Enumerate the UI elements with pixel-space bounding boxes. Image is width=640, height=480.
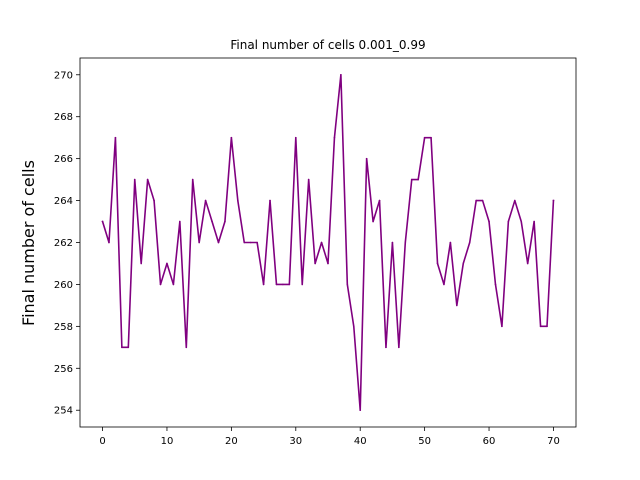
y-tick-label: 256 — [54, 364, 73, 375]
data-point — [533, 220, 535, 223]
data-point — [320, 241, 323, 244]
y-tick-label: 266 — [54, 154, 73, 165]
data-points — [101, 73, 555, 412]
data-point — [198, 241, 200, 244]
y-axis-ticks: 254 256 258 260 262 264 266 268 270 — [54, 70, 80, 417]
data-point — [359, 409, 362, 412]
data-point — [275, 283, 278, 286]
data-point — [443, 283, 445, 286]
data-point — [185, 346, 188, 349]
y-tick-label: 262 — [54, 238, 73, 249]
data-point — [224, 220, 226, 223]
data-point — [211, 220, 213, 223]
data-point — [501, 325, 503, 328]
data-point — [262, 283, 265, 286]
y-tick-label: 258 — [54, 322, 73, 333]
data-point — [385, 346, 387, 349]
data-point — [282, 283, 284, 286]
data-point — [456, 304, 458, 307]
data-point — [172, 283, 175, 286]
data-point — [436, 262, 439, 265]
data-point — [430, 136, 432, 139]
data-point — [520, 220, 523, 223]
data-point — [552, 199, 555, 202]
data-point — [481, 199, 484, 202]
data-point — [179, 220, 181, 223]
data-point — [159, 283, 162, 286]
data-point — [146, 178, 149, 181]
data-point — [307, 178, 310, 181]
data-point — [340, 73, 342, 76]
x-tick-label: 50 — [418, 436, 431, 447]
data-point — [314, 262, 316, 265]
data-point — [237, 199, 239, 202]
data-point — [391, 241, 394, 244]
data-point — [423, 136, 426, 139]
x-tick-label: 20 — [225, 436, 238, 447]
data-point — [191, 178, 194, 181]
data-point — [417, 178, 419, 181]
data-point — [288, 283, 291, 286]
y-tick-label: 268 — [54, 112, 73, 123]
data-point — [114, 136, 117, 139]
data-point — [204, 199, 207, 202]
y-axis-label: Final number of cells — [19, 160, 38, 326]
data-point — [352, 325, 355, 328]
data-point — [333, 136, 336, 139]
data-point — [398, 346, 400, 349]
data-point — [494, 283, 497, 286]
data-point — [378, 199, 381, 202]
data-point — [294, 136, 297, 139]
data-point — [133, 178, 136, 181]
data-point — [256, 241, 258, 244]
x-tick-label: 10 — [161, 436, 174, 447]
data-point — [539, 325, 542, 328]
data-point — [365, 157, 368, 160]
data-point — [153, 199, 155, 202]
data-point — [230, 136, 233, 139]
y-tick-label: 264 — [54, 196, 73, 207]
data-point — [166, 262, 168, 265]
x-tick-label: 70 — [547, 436, 560, 447]
data-point — [108, 241, 110, 244]
data-point — [372, 220, 374, 223]
x-tick-label: 30 — [289, 436, 302, 447]
data-point — [404, 241, 407, 244]
y-tick-label: 254 — [54, 406, 73, 417]
plot-frame — [79, 57, 577, 428]
x-tick-label: 60 — [483, 436, 496, 447]
chart-title: Final number of cells 0.001_0.99 — [230, 38, 425, 52]
data-point — [526, 262, 529, 265]
data-point — [488, 220, 490, 223]
data-point — [217, 241, 220, 244]
data-point — [101, 220, 104, 223]
data-point — [140, 262, 142, 265]
data-point — [468, 241, 471, 244]
y-tick-label: 270 — [54, 70, 73, 81]
data-point — [462, 262, 465, 265]
data-point — [121, 346, 123, 349]
data-point — [514, 199, 516, 202]
x-tick-label: 0 — [99, 436, 105, 447]
data-point — [475, 199, 477, 202]
data-point — [546, 325, 548, 328]
data-point — [301, 283, 304, 286]
data-point — [507, 220, 510, 223]
data-point — [249, 241, 252, 244]
x-axis-ticks: 0 10 20 30 40 50 60 70 — [99, 427, 560, 447]
data-point — [346, 283, 349, 286]
series-line — [101, 73, 555, 412]
y-tick-label: 260 — [54, 280, 73, 291]
data-point — [327, 262, 329, 265]
data-point — [410, 178, 413, 181]
data-point — [243, 241, 246, 244]
data-point — [449, 241, 452, 244]
data-point — [269, 199, 271, 202]
x-tick-label: 40 — [354, 436, 367, 447]
data-point — [127, 346, 130, 349]
